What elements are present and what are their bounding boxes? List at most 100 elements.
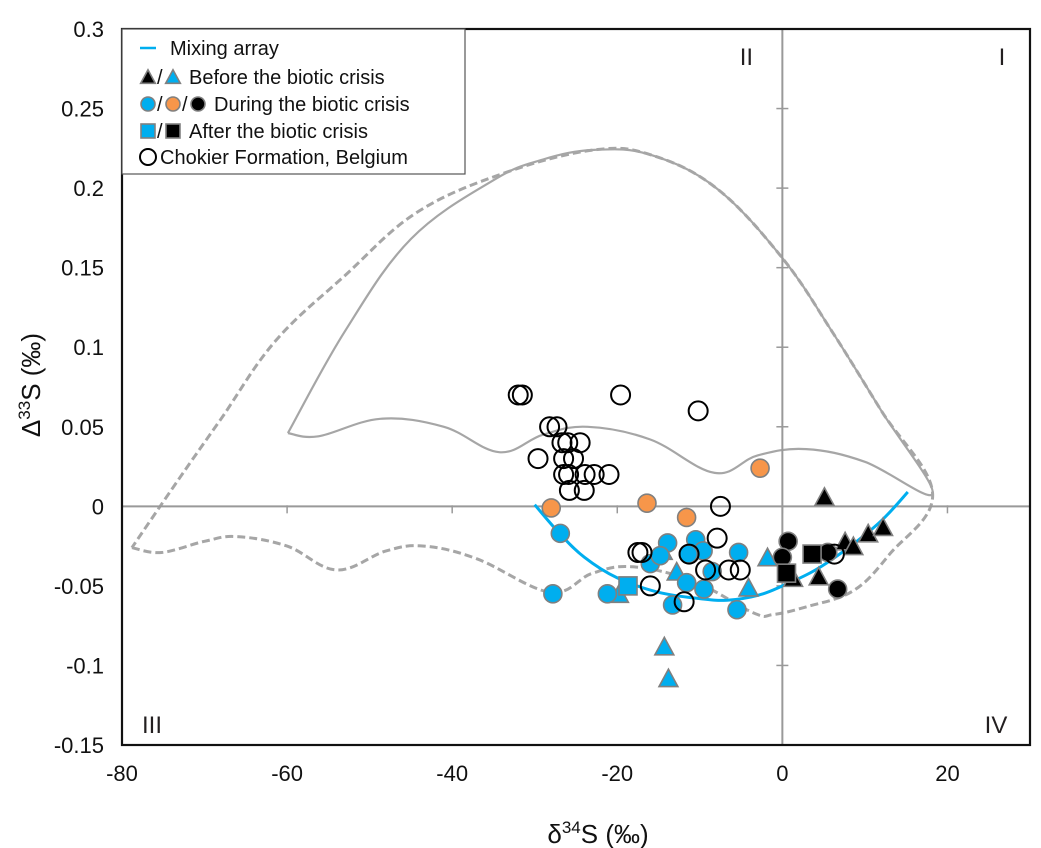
data-point-triangle-black xyxy=(872,516,894,537)
series-during-the-biotic-crisis-blue- xyxy=(543,523,749,620)
data-point-circle-blue xyxy=(727,599,747,620)
data-point-circle-blue xyxy=(728,542,749,563)
x-tick-label: -80 xyxy=(106,761,138,786)
legend-swatch-circle-orange xyxy=(165,96,181,112)
data-point-circle-open-none xyxy=(673,591,695,613)
quadrant-label-ii: II xyxy=(740,44,753,71)
x-tick-label: 0 xyxy=(776,761,788,786)
data-point-circle-open-none xyxy=(573,479,595,501)
x-axis-title-suffix: S (‰) xyxy=(581,819,649,848)
plot-area-border xyxy=(120,27,1032,747)
data-point-circle-open-none xyxy=(729,559,751,581)
data-point-triangle-blue xyxy=(653,635,676,656)
legend-swatch-circle-black xyxy=(190,96,206,112)
envelope-layer xyxy=(130,146,935,618)
data-point-circle-open-none xyxy=(574,464,596,486)
quadrant-label-iv: IV xyxy=(985,712,1008,739)
quadrant-label-i: I xyxy=(999,44,1006,71)
data-point-circle-black xyxy=(827,579,848,599)
legend-separator: / xyxy=(157,67,163,89)
legend-swatch-circle-open xyxy=(139,148,157,166)
data-point-circle-open-none xyxy=(639,575,661,597)
series-during-the-biotic-crisis-orange- xyxy=(541,458,770,528)
data-point-circle-blue xyxy=(662,595,683,615)
data-point-triangle-black xyxy=(857,522,880,543)
x-tick-label: -40 xyxy=(436,761,468,786)
legend: Mixing array/Before the biotic crisis// D… xyxy=(121,28,466,175)
y-tick-label: 0.1 xyxy=(73,335,104,360)
legend-swatch-circle-blue xyxy=(140,96,156,112)
dashed-envelope xyxy=(130,146,935,618)
data-point-circle-blue xyxy=(597,584,618,604)
axis-ticks: -80 -60 -40 -20 0 20 -0.15 -0.1 -0.05 0 0.05 0.1 0.1… xyxy=(54,17,960,786)
quadrant-label-iii: III xyxy=(142,712,162,739)
x-axis-title: δ34S (‰) xyxy=(547,818,648,848)
plot-frame xyxy=(120,27,1032,747)
data-point-circle-open-none xyxy=(709,495,731,517)
data-point-triangle-blue xyxy=(657,667,680,688)
x-tick-label: 20 xyxy=(935,761,959,786)
y-tick-label: -0.15 xyxy=(54,733,104,758)
data-point-circle-open-none xyxy=(558,464,580,486)
data-point-triangle-black xyxy=(813,486,836,507)
y-tick-label: -0.1 xyxy=(66,653,104,678)
legend-item: / Before the biotic crisis xyxy=(139,67,385,89)
y-tick-label: 0.05 xyxy=(61,415,104,440)
data-point-triangle-blue xyxy=(756,546,779,567)
data-point-circle-blue xyxy=(543,584,563,604)
data-point-circle-open-none xyxy=(627,541,649,563)
data-point-triangle-black xyxy=(807,565,830,586)
y-tick-label: 0.3 xyxy=(73,17,104,42)
y-tick-label: 0.25 xyxy=(61,97,104,122)
data-point-circle-open-none xyxy=(583,464,605,486)
x-tick-label: -20 xyxy=(601,761,633,786)
x-axis-title-sup: 34 xyxy=(562,818,581,837)
legend-swatch-square-black xyxy=(165,123,181,139)
legend-separator: / xyxy=(157,121,163,143)
data-point-circle-open-none xyxy=(546,416,568,438)
data-point-circle-blue xyxy=(676,572,697,593)
legend-swatch-triangle-blue xyxy=(164,68,182,85)
data-point-circle-open-none xyxy=(507,384,529,406)
data-points-layer xyxy=(507,384,894,688)
data-point-triangle-blue xyxy=(737,576,760,597)
data-point-circle-orange xyxy=(676,507,697,528)
legend-label: During the biotic crisis xyxy=(214,94,410,116)
data-point-circle-open-none xyxy=(558,479,580,501)
series-after-the-biotic-crisis-black- xyxy=(776,544,822,583)
y-tick-label: 0 xyxy=(92,494,104,519)
data-point-circle-open-none xyxy=(631,541,653,563)
data-point-circle-orange xyxy=(750,458,770,478)
y-axis-title-sup: 33 xyxy=(15,401,34,420)
data-point-triangle-black xyxy=(842,535,865,556)
data-point-circle-open-none xyxy=(610,384,632,406)
legend-label: After the biotic crisis xyxy=(189,121,368,143)
x-axis-title-prefix: δ xyxy=(547,819,561,848)
series-chokier-formation-belgium xyxy=(507,384,845,613)
data-point-circle-blue xyxy=(694,579,714,599)
legend-item: Mixing array xyxy=(140,38,279,60)
data-point-square-black xyxy=(802,544,822,564)
y-axis-title-suffix: S (‰) xyxy=(16,333,46,401)
y-tick-label: 0.15 xyxy=(61,256,104,281)
y-tick-label: -0.05 xyxy=(54,574,104,599)
legend-swatch-square-blue xyxy=(140,123,156,139)
data-point-square-blue xyxy=(618,576,638,596)
y-axis-title-prefix: Δ xyxy=(16,420,46,437)
data-point-square-black xyxy=(776,563,797,583)
data-point-circle-open-none xyxy=(678,543,700,565)
data-point-circle-open-none xyxy=(598,464,620,486)
legend-label: Mixing array xyxy=(170,38,279,60)
legend-swatch-triangle-black xyxy=(139,68,157,85)
x-tick-label: -60 xyxy=(271,761,303,786)
y-tick-label: 0.2 xyxy=(73,176,104,201)
legend-label: Chokier Formation, Belgium xyxy=(160,147,408,169)
data-point-circle-open-none xyxy=(718,559,740,581)
data-point-circle-blue xyxy=(650,545,670,566)
data-point-circle-open-none xyxy=(539,416,561,438)
data-point-circle-open-none xyxy=(695,559,717,581)
solid-envelope xyxy=(286,148,934,497)
data-point-circle-open-none xyxy=(823,543,845,565)
y-axis-title: Δ33S (‰) xyxy=(15,333,46,437)
